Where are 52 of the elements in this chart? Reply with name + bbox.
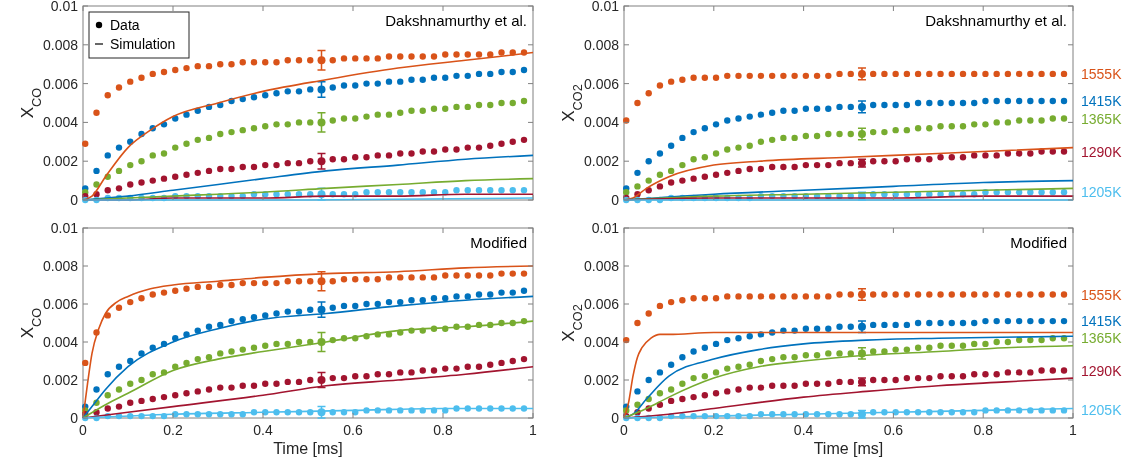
x-tick-label: 0.4 xyxy=(253,422,273,438)
y-tick-label: 0.006 xyxy=(42,75,79,92)
x-tick-label: 0.2 xyxy=(163,422,183,438)
series-label: 1415K xyxy=(1081,93,1123,110)
x-tick-label: 1 xyxy=(1069,422,1078,438)
y-tick-label: 0.008 xyxy=(583,258,620,274)
y-tick-label: 0.01 xyxy=(50,220,79,236)
annotation: Modified xyxy=(470,234,527,251)
series-label: 1555K xyxy=(1081,65,1123,82)
x-axis-title: Time [ms] xyxy=(273,440,343,457)
y-tick-label: 0.002 xyxy=(583,153,620,170)
y-tick-label: 0.006 xyxy=(583,296,620,312)
annotation: Dakshnamurthy et al. xyxy=(925,12,1067,29)
y-tick-label: 0.004 xyxy=(42,334,79,350)
y-tick-label: 0.006 xyxy=(583,75,620,92)
y-tick-label: 0 xyxy=(70,192,79,208)
annotation: Modified xyxy=(1010,234,1067,251)
y-tick-label: 0.002 xyxy=(583,372,620,388)
annotation: Data xyxy=(110,17,140,33)
x-tick-label: 0.2 xyxy=(704,422,724,438)
y-tick-label: 0.01 xyxy=(591,0,620,14)
y-tick-label: 0.006 xyxy=(42,296,79,312)
y-tick-label: 0.01 xyxy=(50,0,79,14)
y-tick-label: 0 xyxy=(70,410,79,426)
annotation: Simulation xyxy=(110,36,176,52)
series-label: 1290K xyxy=(1081,143,1123,160)
series-label: 1205K xyxy=(1081,184,1123,201)
x-tick-label: 0.6 xyxy=(883,422,904,438)
y-tick-label: 0.004 xyxy=(42,114,79,131)
series-label: 1290K xyxy=(1081,362,1123,379)
x-tick-label: 0.8 xyxy=(973,422,994,438)
series-label: 1415K xyxy=(1081,313,1123,330)
x-tick-label: 0.6 xyxy=(343,422,363,438)
x-tick-label: 1 xyxy=(529,422,538,438)
y-tick-label: 0.008 xyxy=(42,36,79,53)
series-label: 1555K xyxy=(1081,286,1123,303)
series-label: 1365K xyxy=(1081,110,1123,127)
x-tick-label: 0.8 xyxy=(433,422,453,438)
y-tick-label: 0 xyxy=(611,192,620,208)
y-tick-label: 0.008 xyxy=(583,36,620,53)
y-tick-label: 0.002 xyxy=(42,153,79,170)
x-tick-label: 0.4 xyxy=(793,422,814,438)
y-tick-label: 0.01 xyxy=(591,220,620,236)
y-tick-label: 0.004 xyxy=(583,114,620,131)
y-tick-label: 0 xyxy=(611,410,620,426)
annotation: Dakshnamurthy et al. xyxy=(385,12,527,29)
series-label: 1205K xyxy=(1081,402,1123,419)
y-tick-label: 0.002 xyxy=(42,372,79,388)
y-tick-label: 0.004 xyxy=(583,334,620,350)
x-axis-title: Time [ms] xyxy=(813,440,884,457)
y-tick-label: 0.008 xyxy=(42,258,79,274)
series-label: 1365K xyxy=(1081,330,1123,347)
